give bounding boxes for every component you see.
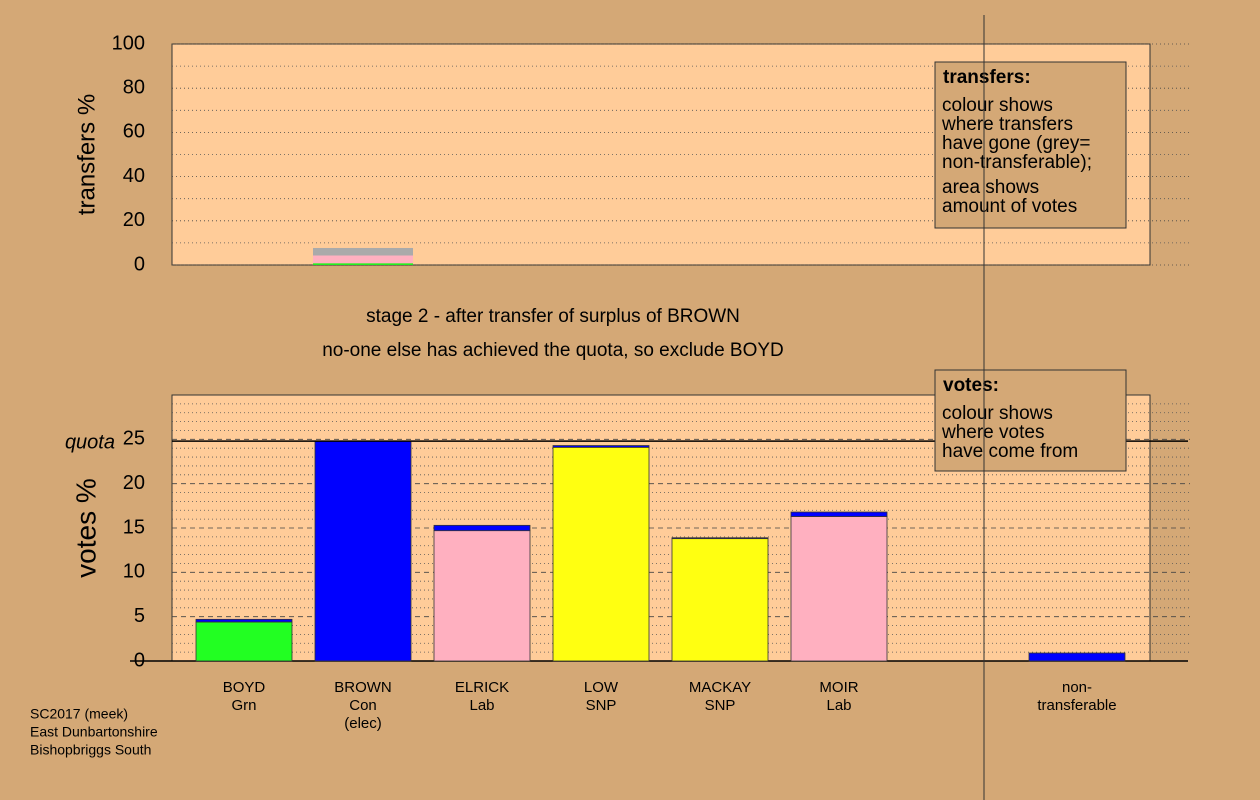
bar-segment xyxy=(313,255,413,264)
legend-text: where votes xyxy=(941,422,1044,443)
x-tick-label: LOW xyxy=(584,679,619,696)
y-axis-label: transfers % xyxy=(73,94,100,215)
y-tick-label: 10 xyxy=(123,561,145,583)
bar-segment xyxy=(552,446,650,662)
bar-segment xyxy=(552,445,650,448)
legend-text: amount of votes xyxy=(942,196,1077,217)
legend-title: votes: xyxy=(943,375,999,396)
y-axis-label: votes % xyxy=(70,478,101,578)
y-tick-label: 0 xyxy=(134,253,145,275)
bar-segment xyxy=(1028,652,1126,662)
footer: Bishopbriggs South xyxy=(30,742,151,758)
bar-segment xyxy=(195,621,293,662)
x-tick-label: SNP xyxy=(586,697,617,714)
y-tick-label: 40 xyxy=(123,165,145,187)
y-tick-label: 5 xyxy=(134,605,145,627)
footer: SC2017 (meek) xyxy=(30,706,128,722)
x-tick-label: (elec) xyxy=(344,715,382,732)
bar-segment xyxy=(790,516,888,662)
y-tick-label: 100 xyxy=(112,32,145,54)
legend-text: have gone (grey= xyxy=(942,133,1090,154)
x-tick-label: non- xyxy=(1062,679,1092,696)
x-tick-label: BROWN xyxy=(334,679,392,696)
bar-segment xyxy=(433,530,531,662)
bar-segment xyxy=(671,538,769,662)
y-tick-label: 60 xyxy=(123,121,145,143)
legend-text: colour shows xyxy=(942,403,1053,424)
x-tick-label: Lab xyxy=(469,697,494,714)
bar-segment xyxy=(313,263,413,265)
bar-segment xyxy=(314,440,412,662)
y-tick-label: 20 xyxy=(123,209,145,231)
y-tick-label: 80 xyxy=(123,76,145,98)
footer: East Dunbartonshire xyxy=(30,724,158,740)
x-tick-label: ELRICK xyxy=(455,679,509,696)
x-tick-label: transferable xyxy=(1037,697,1116,714)
y-tick-label: 20 xyxy=(123,472,145,494)
x-tick-label: Grn xyxy=(231,697,256,714)
legend-text: have come from xyxy=(942,441,1078,462)
x-tick-label: Lab xyxy=(826,697,851,714)
x-tick-label: MOIR xyxy=(819,679,858,696)
legend-title: transfers: xyxy=(943,67,1031,88)
bar-segment xyxy=(433,524,531,532)
x-tick-label: Con xyxy=(349,697,377,714)
stage-text: stage 2 - after transfer of surplus of B… xyxy=(366,306,740,327)
bar-segment xyxy=(671,537,769,540)
x-tick-label: MACKAY xyxy=(689,679,751,696)
y-tick-label: 15 xyxy=(123,516,145,538)
x-tick-label: SNP xyxy=(705,697,736,714)
legend-box xyxy=(934,61,1127,229)
x-tick-label: BOYD xyxy=(223,679,266,696)
legend-box xyxy=(934,369,1127,472)
quota-label: quota xyxy=(65,431,115,453)
y-tick-label: 25 xyxy=(123,428,145,450)
stage-text: no-one else has achieved the quota, so e… xyxy=(322,340,784,361)
bar-segment xyxy=(313,247,413,256)
y-tick-label: 0 xyxy=(134,649,145,671)
legend-text: non-transferable); xyxy=(942,152,1092,173)
legend-text: where transfers xyxy=(941,114,1073,135)
bar-segment xyxy=(195,618,293,623)
legend-text: colour shows xyxy=(942,95,1053,116)
legend-text: area shows xyxy=(942,177,1039,198)
bar-segment xyxy=(790,511,888,517)
